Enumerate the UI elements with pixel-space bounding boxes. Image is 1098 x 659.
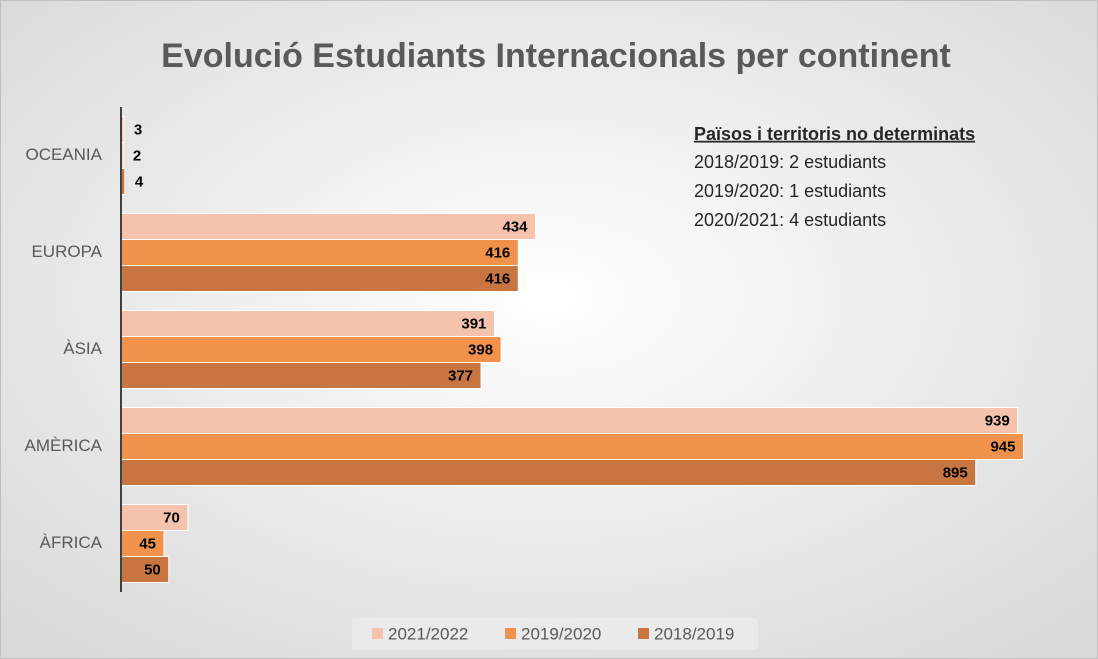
data-label: 416 (485, 244, 510, 261)
annotation-line: 2018/2019: 2 estudiants (694, 152, 886, 172)
data-label: 398 (468, 341, 493, 358)
data-label: 70 (163, 509, 180, 526)
data-label: 416 (485, 270, 510, 287)
legend-swatch (505, 628, 516, 639)
y-tick-label: EUROPA (31, 242, 102, 261)
annotation: Països i territoris no determinats 2018/… (694, 124, 975, 230)
annotation-line: 2020/2021: 4 estudiants (694, 210, 886, 230)
data-label: 50 (144, 561, 161, 578)
y-tick-label: ÀSIA (63, 339, 102, 358)
bar (120, 407, 1019, 434)
data-label: 377 (448, 367, 473, 384)
data-label: 45 (139, 535, 156, 552)
y-tick-label: OCEANIA (25, 145, 102, 164)
data-label: 2 (133, 147, 141, 164)
legend-swatch (638, 628, 649, 639)
legend-box (352, 618, 758, 650)
data-label: 434 (502, 218, 528, 235)
data-label: 3 (134, 121, 142, 138)
chart-title: Evolució Estudiants Internacionals per c… (161, 37, 951, 75)
bar (120, 556, 170, 583)
bar (120, 362, 482, 389)
bar (120, 213, 536, 240)
bar (120, 433, 1024, 460)
data-label: 945 (990, 438, 1015, 455)
legend-label: 2018/2019 (654, 624, 734, 643)
bar (120, 239, 519, 266)
legend-swatch (372, 628, 383, 639)
bar (120, 310, 495, 337)
bar (120, 459, 977, 486)
data-label: 391 (461, 315, 486, 332)
data-label: 4 (135, 173, 144, 190)
legend-label: 2021/2022 (388, 624, 468, 643)
data-label: 895 (943, 464, 968, 481)
annotation-title: Països i territoris no determinats (694, 124, 975, 144)
legend-label: 2019/2020 (521, 624, 601, 643)
y-tick-label: ÀFRICA (40, 533, 103, 552)
y-tick-label: AMÈRICA (25, 436, 103, 455)
annotation-line: 2019/2020: 1 estudiants (694, 181, 886, 201)
bar (120, 336, 502, 363)
bar (120, 265, 519, 292)
data-label: 939 (985, 412, 1010, 429)
